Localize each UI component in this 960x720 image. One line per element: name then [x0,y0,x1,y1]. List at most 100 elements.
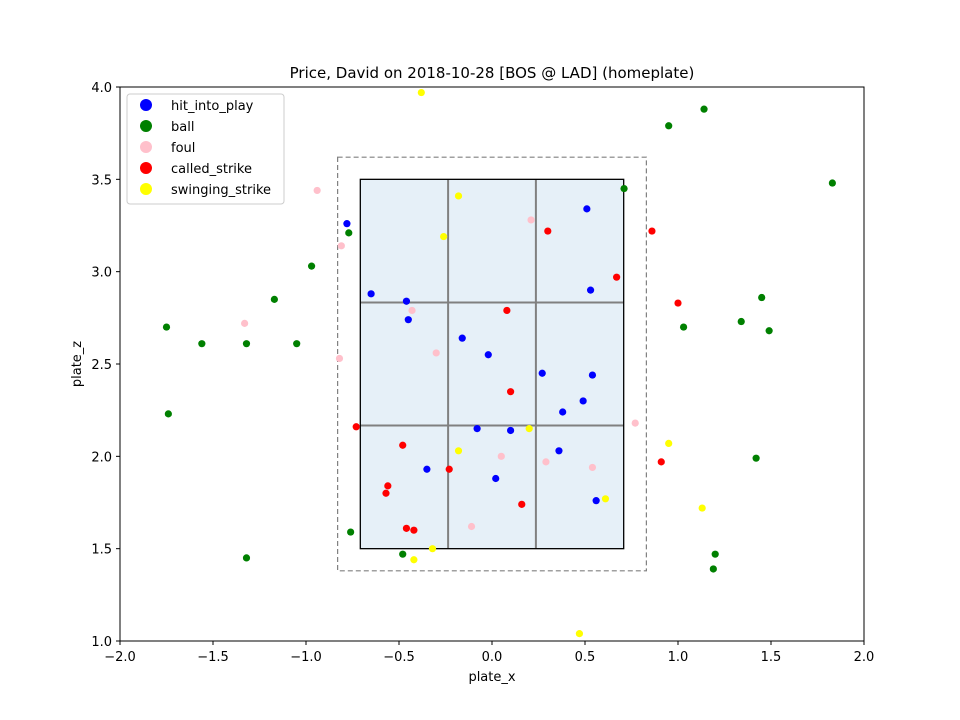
pitch-point-ball [162,323,171,331]
pitch-point-called-strike [674,299,682,307]
pitch-point-swinging-strike [665,439,673,448]
pitch-point-ball [164,410,172,418]
pitch-point-foul [527,216,535,224]
pitch-point-swinging-strike [410,556,418,564]
y-tick-label: 2.5 [91,358,112,373]
pitch-point-foul [588,463,597,472]
pitch-point-ball [711,550,719,558]
pitch-point-ball [399,550,407,558]
pitch-point-swinging-strike [698,504,706,512]
pitch-point-hit-into-play [458,334,466,342]
pitch-point-ball [620,184,628,193]
pitch-point-hit-into-play [559,408,567,416]
y-tick-label: 2.0 [91,450,112,465]
pitch-point-hit-into-play [579,397,587,405]
pitch-point-swinging-strike [440,232,448,241]
y-tick-label: 1.0 [91,635,112,650]
y-tick-label: 3.5 [91,173,112,188]
pitch-point-hit-into-play [588,371,597,379]
pitch-point-called-strike [402,524,411,532]
pitch-point-hit-into-play [555,447,563,455]
x-axis-ticks: −2.0 −1.5 −1.0 −0.5 0.0 0.5 1.0 1.5 2.0 [104,641,874,665]
legend-marker-ball [140,120,152,132]
y-tick-label: 3.0 [91,266,112,281]
legend-marker-hit-into-play [140,99,152,111]
pitch-point-foul [335,354,344,363]
pitch-point-ball [700,105,708,113]
pitch-point-swinging-strike [428,545,437,553]
pitch-point-hit-into-play [484,351,492,359]
chart-title: Price, David on 2018-10-28 [BOS @ LAD] (… [290,64,695,82]
pitch-point-ball [307,262,316,270]
pitch-point-hit-into-play [507,426,515,435]
pitch-point-hit-into-play [492,474,500,483]
legend-box [126,93,285,205]
x-tick-label: 0.0 [482,650,503,665]
outer-zone-border [337,156,647,572]
legend-marker-foul [140,141,152,153]
y-axis-label: plate_z [70,341,85,387]
pitch-point-called-strike [382,489,390,497]
pitch-point-hit-into-play [592,497,600,505]
pitch-point-called-strike [657,458,665,466]
pitch-point-ball [665,122,673,130]
pitch-point-hit-into-play [343,220,351,228]
pitch-point-called-strike [384,482,392,490]
pitch-point-ball [242,340,251,348]
pitch-point-ball [828,179,836,187]
pitch-point-called-strike [445,465,453,473]
pitch-point-ball [737,317,745,326]
strike-zone-border [359,178,625,550]
y-tick-label: 4.0 [91,81,112,96]
pitch-point-foul [432,349,440,357]
x-tick-label: 1.0 [668,650,689,665]
pitch-point-hit-into-play [423,465,431,473]
legend-marker-swinging-strike [140,183,152,195]
pitch-point-foul [497,452,505,460]
legend-label-hit-into-play: hit_into_play [171,99,254,114]
pitch-points-layer [162,88,836,638]
strike-zone-fill [360,179,624,549]
pitch-point-hit-into-play [367,290,375,298]
pitch-point-ball [198,340,206,348]
pitch-point-swinging-strike [575,630,584,638]
pitch-point-hit-into-play [404,316,412,324]
pitch-point-swinging-strike [417,88,425,97]
pitch-point-called-strike [503,306,511,315]
pitch-point-foul [542,458,550,466]
pitch-point-ball [758,293,766,302]
x-axis-label: plate_x [468,670,515,685]
pitch-point-ball [765,327,773,335]
pitch-point-called-strike [613,273,621,281]
pitch-point-called-strike [352,423,360,431]
strike-zone-layer [337,156,647,572]
x-tick-label: 0.5 [575,650,596,665]
pitch-point-foul [408,306,416,315]
pitch-point-called-strike [518,500,526,508]
pitch-point-ball [752,454,760,462]
pitch-point-ball [679,323,688,331]
pitch-point-ball [270,295,278,303]
pitch-point-swinging-strike [454,447,463,455]
pitch-point-called-strike [507,388,515,396]
pitch-point-ball [347,528,355,536]
pitch-point-hit-into-play [473,425,481,433]
pitch-point-hit-into-play [586,286,595,294]
pitch-point-ball [242,554,251,562]
pitch-point-hit-into-play [402,297,411,305]
x-tick-label: −1.5 [197,650,229,665]
pitch-point-ball [709,565,717,573]
pitch-point-ball [293,340,301,348]
x-tick-label: −0.5 [383,650,415,665]
pitch-point-foul [313,186,321,195]
pitch-point-hit-into-play [583,205,591,213]
pitch-point-called-strike [399,441,407,449]
x-tick-label: 2.0 [854,650,875,665]
pitch-point-foul [337,242,345,250]
legend-label-called-strike: called_strike [171,162,252,177]
legend-label-ball: ball [171,120,194,135]
x-tick-label: 1.5 [761,650,782,665]
pitch-point-called-strike [544,227,552,235]
